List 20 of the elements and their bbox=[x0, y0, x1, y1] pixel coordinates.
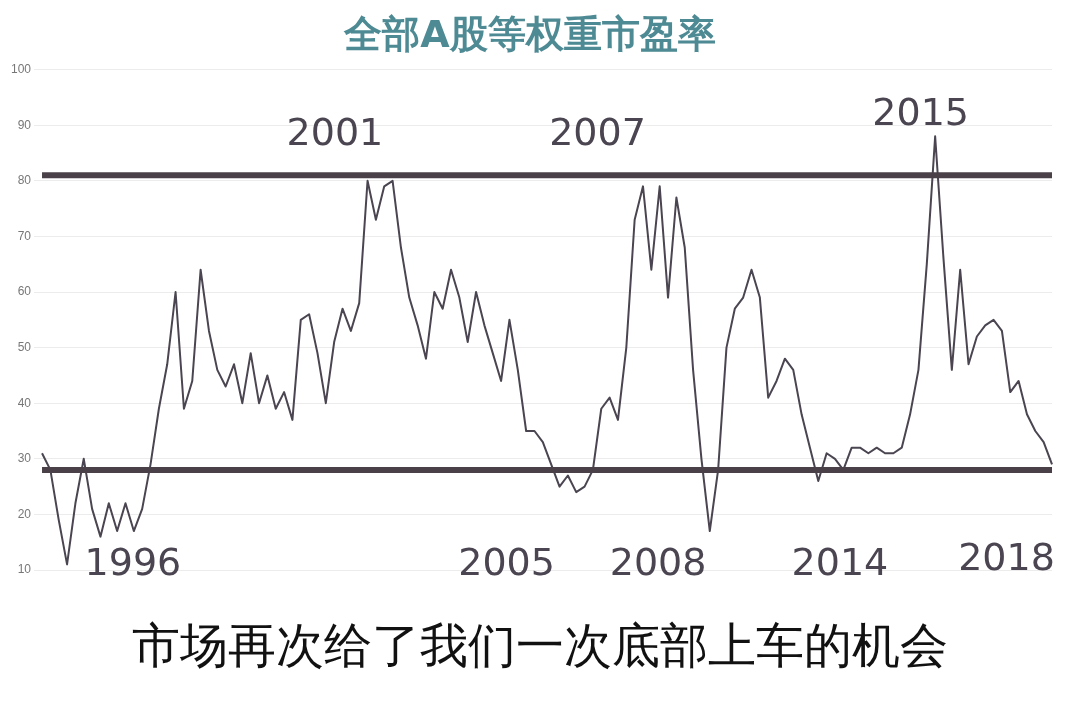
y-tick-label: 80 bbox=[17, 173, 32, 188]
y-tick-label: 90 bbox=[17, 117, 32, 132]
annotation: 2008 bbox=[609, 539, 707, 584]
y-tick-label: 40 bbox=[17, 395, 32, 410]
annotation: 2005 bbox=[458, 539, 555, 584]
y-tick-label: 100 bbox=[10, 61, 32, 76]
y-tick-label: 10 bbox=[17, 562, 32, 577]
y-tick-label: 50 bbox=[17, 339, 32, 354]
y-tick-label: 60 bbox=[17, 284, 32, 299]
y-tick-label: 20 bbox=[17, 506, 32, 521]
annotation: 1996 bbox=[84, 539, 182, 584]
annotation: 2007 bbox=[549, 109, 646, 154]
y-tick-label: 30 bbox=[17, 451, 32, 466]
annotation: 2014 bbox=[791, 539, 889, 584]
annotation: 2015 bbox=[872, 89, 970, 134]
text: 市场再次给了我们一次底部上车的机会 bbox=[131, 616, 949, 675]
y-tick-label: 70 bbox=[17, 228, 32, 243]
chart-title: 全部A股等权重市盈率 bbox=[343, 11, 716, 56]
annotation: 2018 bbox=[958, 534, 1055, 579]
annotation: 2001 bbox=[286, 109, 384, 154]
